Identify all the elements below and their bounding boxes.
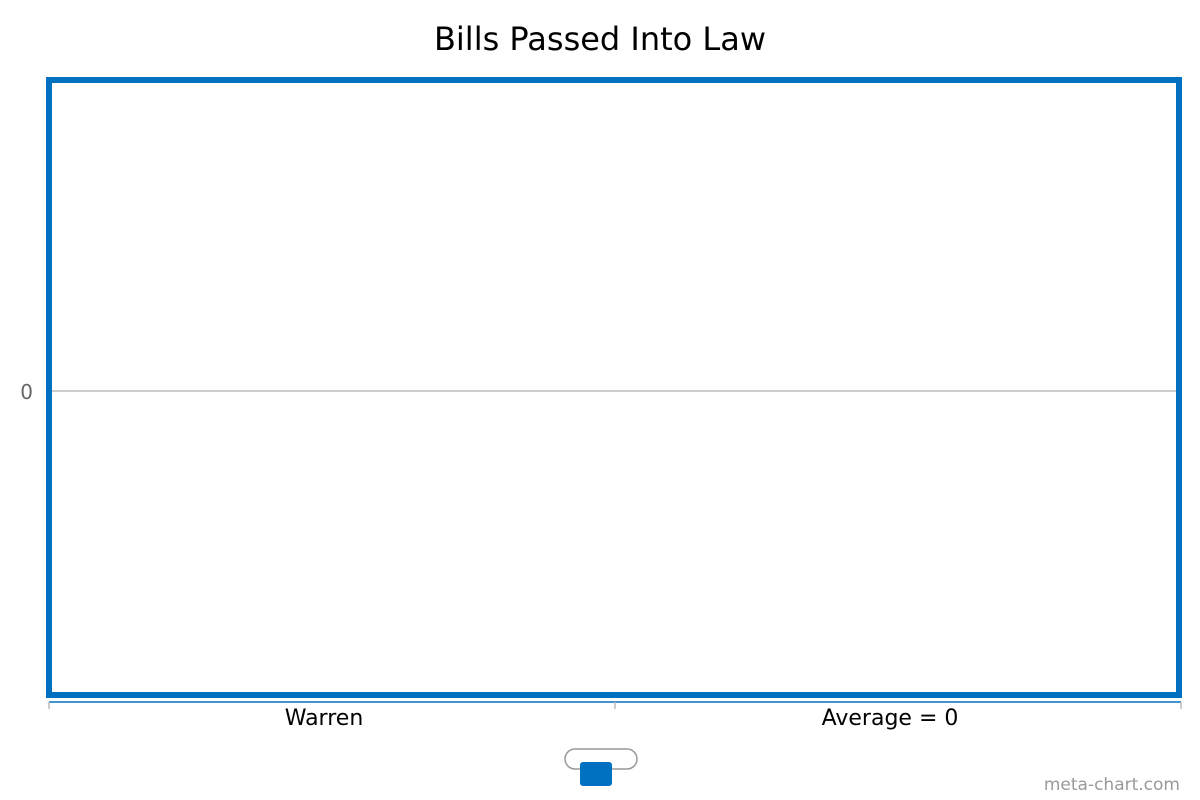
x-tick-label: Average = 0 — [822, 706, 959, 731]
y-tick-label: 0 — [20, 380, 33, 404]
x-tick-label: Warren — [285, 706, 364, 731]
plot-area-frame — [46, 77, 1182, 698]
credit-label: meta-chart.com — [1044, 775, 1180, 795]
legend-swatch[interactable] — [580, 762, 612, 786]
legend[interactable] — [564, 748, 638, 786]
y-axis: 0 — [20, 380, 33, 404]
chart-title: Bills Passed Into Law — [434, 20, 766, 58]
x-axis: Warren Average = 0 — [48, 701, 1182, 731]
